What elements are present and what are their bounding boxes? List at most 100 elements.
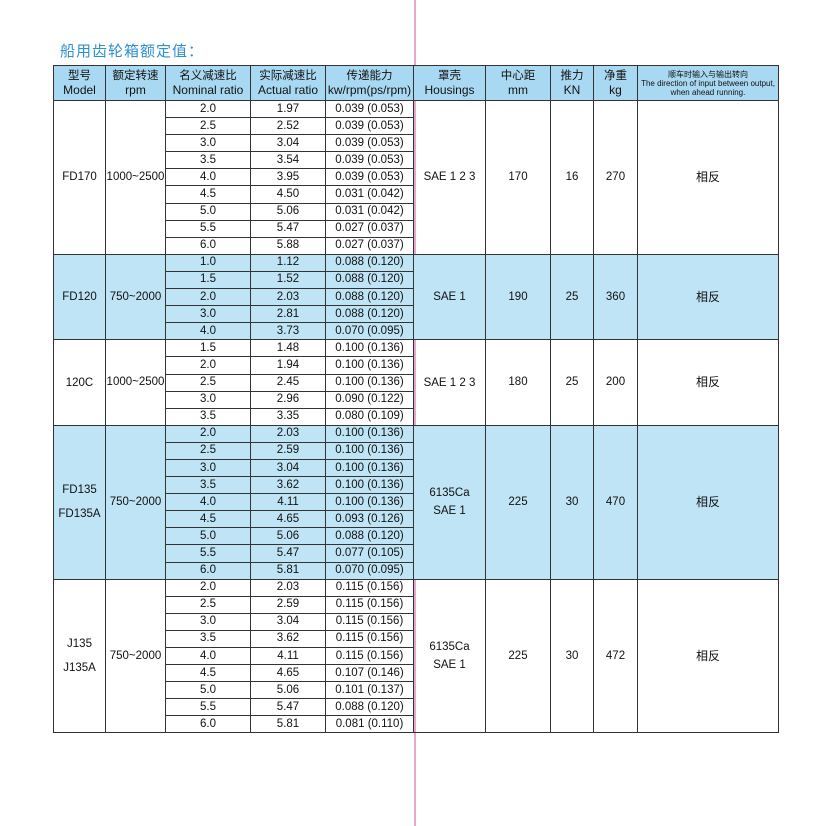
table-row: 120C 1000~2500 1.5 1.48 0.100 (0.136) SAE 1 2…	[53, 339, 779, 426]
header-en: Housings	[424, 83, 475, 97]
header-en: mm	[508, 83, 528, 97]
capacity-cell: 0.115 (0.156)	[325, 595, 414, 614]
nominal-ratio-cell: 3.5	[165, 151, 251, 170]
nominal-ratio-cell: 5.0	[165, 527, 251, 546]
actual-ratio-cell: 2.59	[250, 441, 326, 460]
actual-ratio-cell: 5.47	[250, 544, 326, 563]
column-header: 型号 Model	[53, 65, 106, 101]
housing-line: SAE 1	[433, 659, 466, 672]
nominal-ratio-cell: 3.0	[165, 134, 251, 153]
column-header: 名义减速比 Nominal ratio	[165, 65, 251, 101]
housing-cell: SAE 1 2 3	[413, 100, 486, 255]
table-row: 4.0 3.95 0.039 (0.053)	[54, 168, 779, 187]
table-row: FD170 1000~2500 2.0 1.97 0.039 (0.053) SAE 1 …	[53, 99, 779, 255]
capacity-cell: 0.115 (0.156)	[325, 578, 414, 597]
actual-ratio-cell: 5.06	[250, 202, 326, 221]
nominal-ratio-cell: 4.0	[165, 646, 251, 666]
table-row: 6.0 5.81 0.081 (0.110)	[54, 715, 779, 734]
actual-ratio-cell: 3.95	[250, 168, 326, 187]
table-row: 3.5 3.62 0.100 (0.136)	[54, 476, 779, 495]
nominal-ratio-cell: 4.0	[165, 322, 251, 341]
header-cn: 中心距	[500, 68, 536, 82]
model-cell: J135 J135A	[53, 578, 106, 734]
actual-ratio-cell: 2.52	[250, 117, 326, 136]
capacity-cell: 0.077 (0.105)	[325, 544, 414, 563]
header-cn: 罩壳	[438, 68, 461, 82]
nominal-ratio-cell: 4.0	[165, 168, 251, 187]
capacity-cell: 0.080 (0.109)	[325, 407, 414, 426]
housing-line: SAE 1	[433, 291, 466, 304]
capacity-cell: 0.100 (0.136)	[325, 476, 414, 495]
nominal-ratio-cell: 3.5	[165, 476, 251, 495]
capacity-cell: 0.039 (0.053)	[325, 168, 414, 187]
nominal-ratio-cell: 2.5	[165, 595, 251, 614]
nominal-ratio-cell: 4.5	[165, 185, 251, 204]
table-row: 2.5 2.59 0.115 (0.156)	[54, 595, 779, 614]
capacity-cell: 0.100 (0.136)	[325, 493, 414, 512]
header-cn: 推力	[560, 68, 584, 82]
capacity-cell: 0.070 (0.095)	[325, 561, 414, 580]
actual-ratio-cell: 4.50	[250, 185, 326, 204]
header-cn: 顺车时输入与输出转向	[668, 69, 748, 79]
thrust-cell: 25	[550, 339, 594, 426]
capacity-cell: 0.088 (0.120)	[325, 253, 414, 272]
direction-cell: 相反	[637, 578, 779, 734]
actual-ratio-cell: 1.97	[250, 99, 326, 119]
actual-ratio-cell: 4.65	[250, 510, 326, 529]
gearbox-ratings-table: 型号 Model 额定转速 rpm 名义减速比 Nominal ratio 实际减速比 Act…	[53, 65, 779, 734]
capacity-cell: 0.088 (0.120)	[325, 698, 414, 717]
nominal-ratio-cell: 1.0	[165, 253, 251, 272]
actual-ratio-cell: 2.03	[250, 424, 326, 443]
capacity-cell: 0.070 (0.095)	[325, 322, 414, 341]
model-line: 120C	[65, 376, 94, 389]
weight-cell: 270	[593, 100, 638, 255]
actual-ratio-cell: 3.04	[250, 612, 326, 631]
actual-ratio-cell: 3.35	[250, 407, 326, 426]
nominal-ratio-cell: 2.0	[165, 424, 251, 443]
nominal-ratio-cell: 2.5	[165, 441, 251, 460]
column-header: 推力 KN	[550, 65, 594, 101]
capacity-cell: 0.100 (0.136)	[325, 424, 414, 443]
nominal-ratio-cell: 2.0	[165, 578, 251, 597]
model-cell: FD120	[53, 253, 106, 341]
rpm-cell: 750~2000	[105, 578, 166, 734]
actual-ratio-cell: 5.81	[250, 715, 326, 734]
table-row: 4.0 3.73 0.070 (0.095)	[54, 322, 779, 341]
nominal-ratio-cell: 5.5	[165, 219, 251, 238]
table-row: 6.0 5.81 0.070 (0.095)	[54, 561, 779, 580]
rpm-cell: 750~2000	[105, 253, 166, 341]
actual-ratio-cell: 2.45	[250, 373, 326, 392]
actual-ratio-cell: 2.81	[250, 305, 326, 324]
nominal-ratio-cell: 3.0	[165, 458, 251, 478]
actual-ratio-cell: 2.03	[250, 288, 326, 307]
header-en: rpm	[125, 83, 146, 97]
direction-cell: 相反	[637, 424, 779, 580]
actual-ratio-cell: 5.06	[250, 681, 326, 700]
header-cn: 额定转速	[112, 68, 159, 82]
thrust-cell: 30	[550, 578, 594, 734]
column-header: 传递能力 kw/rpm(ps/rpm)	[325, 65, 414, 101]
center-distance-cell: 180	[485, 339, 551, 426]
nominal-ratio-cell: 6.0	[165, 236, 251, 255]
nominal-ratio-cell: 5.0	[165, 681, 251, 700]
center-distance-cell: 225	[485, 578, 551, 734]
actual-ratio-cell: 4.11	[250, 493, 326, 512]
table-row: 3.0 3.04 0.115 (0.156)	[54, 612, 779, 631]
table-row: 4.0 4.11 0.100 (0.136)	[54, 493, 779, 512]
housing-line: SAE 1 2 3	[423, 171, 476, 184]
header-en: Actual ratio	[257, 83, 319, 97]
capacity-cell: 0.088 (0.120)	[325, 305, 414, 324]
nominal-ratio-cell: 3.0	[165, 390, 251, 409]
direction-cell: 相反	[637, 253, 779, 341]
weight-cell: 200	[593, 339, 638, 426]
header-cn: 实际减速比	[259, 68, 317, 82]
table-row: 4.5 4.50 0.031 (0.042)	[54, 185, 779, 204]
nominal-ratio-cell: 5.5	[165, 544, 251, 563]
table-row: 3.5 3.35 0.080 (0.109)	[54, 407, 779, 426]
nominal-ratio-cell: 6.0	[165, 561, 251, 580]
table-row: 2.5 2.45 0.100 (0.136)	[54, 373, 779, 392]
capacity-cell: 0.093 (0.126)	[325, 510, 414, 529]
capacity-cell: 0.027 (0.037)	[325, 236, 414, 255]
model-line: FD135A	[58, 508, 101, 521]
table-row: 2.0 1.94 0.100 (0.136)	[54, 356, 779, 375]
